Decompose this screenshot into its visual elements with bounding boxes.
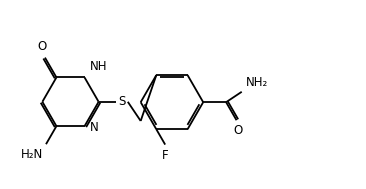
Text: H₂N: H₂N — [20, 148, 43, 161]
Text: O: O — [37, 40, 46, 53]
Text: NH₂: NH₂ — [246, 76, 268, 89]
Text: NH: NH — [90, 60, 107, 73]
Text: S: S — [118, 95, 125, 108]
Text: N: N — [90, 121, 98, 134]
Text: F: F — [162, 149, 168, 162]
Text: O: O — [233, 124, 242, 137]
